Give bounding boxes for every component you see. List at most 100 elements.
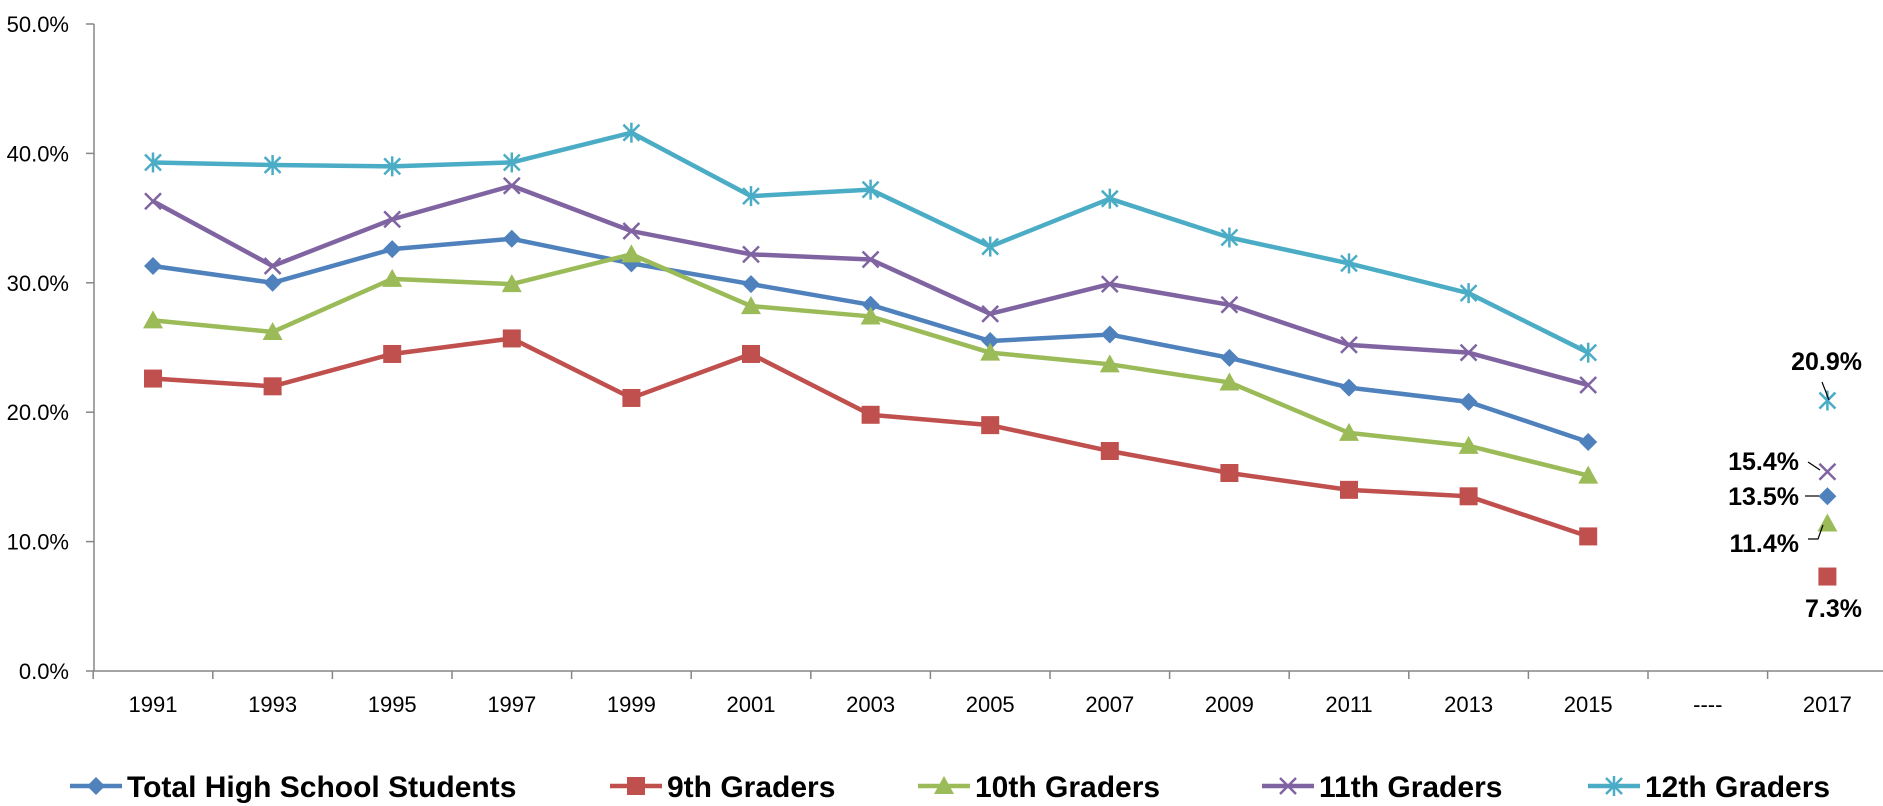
legend-marker [627,777,645,795]
data-point [263,155,282,176]
x-tick-label: 1993 [248,692,297,717]
x-tick-label: 1991 [129,692,178,717]
x-tick-label: 2005 [966,692,1015,717]
data-point [1100,442,1119,461]
data-point [1220,295,1239,314]
end-marker [1818,390,1837,411]
data-point [622,388,641,407]
data-point [1459,283,1478,304]
data-point [1578,465,1599,484]
series-lines [143,122,1599,546]
x-tick-label: 2003 [846,692,895,717]
data-point [143,310,163,329]
legend-label: 9th Graders [667,771,835,804]
data-point [1459,487,1478,506]
series-line [152,252,1589,478]
data-point [1220,227,1239,248]
data-point [981,304,1000,323]
end-point-2017: 15.4% [1728,448,1837,481]
data-point [502,176,521,195]
x-tick-label: 2013 [1444,692,1493,717]
data-point [502,229,521,248]
data-point [1459,392,1478,411]
x-tick-label: ---- [1693,692,1722,717]
data-point [981,236,1000,257]
x-axis-ticks: 1991 1993 1995 1997 1999 2001 2003 2005 2007 2009… [92,671,1852,717]
x-tick-label: 1995 [368,692,417,717]
data-point [1100,275,1119,293]
end-markers-2017: 13.5% 7.3% 11.4% 15.4% 20.9% [1728,348,1862,623]
series-4 [144,122,1598,363]
data-point [383,240,402,259]
legend-marker [1605,776,1623,796]
data-point [1219,372,1240,391]
data-point [1100,188,1119,209]
data-point [383,156,402,177]
data-point [1340,253,1358,274]
legend-item: 10th Graders [918,771,1160,804]
leader-line [1808,524,1824,540]
x-tick-label: 2011 [1325,692,1372,717]
data-point [742,186,760,207]
end-value-label: 13.5% [1728,483,1799,511]
end-marker [1818,567,1837,586]
end-point-2017: 7.3% [1805,567,1862,623]
x-tick-label: 1999 [607,692,656,717]
data-point [1099,354,1120,373]
data-point [622,222,641,240]
data-point [1340,480,1358,499]
data-point [741,296,761,315]
legend-item: 11th Graders [1262,771,1502,804]
data-point [860,306,881,325]
data-point [981,332,1000,351]
data-point [1340,336,1358,354]
y-tick-label: 40.0% [7,141,69,166]
data-point [742,275,760,294]
data-point [861,179,880,200]
data-point [621,244,642,263]
data-point [1579,342,1598,363]
data-point [144,152,162,173]
data-point [861,250,880,269]
series-0 [144,229,1598,451]
data-point [1340,378,1358,397]
x-tick-label: 2009 [1205,692,1254,717]
legend: Total High School Students 9th Graders 10t… [70,771,1830,804]
end-value-label: 7.3% [1805,595,1862,623]
legend-label: 11th Graders [1319,771,1502,804]
axes [93,24,1883,672]
data-point [502,152,521,173]
legend-label: Total High School Students [127,771,516,804]
data-point [144,192,162,211]
data-point [981,416,1000,435]
data-point [742,344,760,363]
end-point-2017: 20.9% [1791,348,1862,411]
legend-label: 10th Graders [975,771,1160,804]
data-point [502,329,521,348]
end-marker [1818,487,1837,506]
data-point [382,268,403,287]
x-tick-label: 2007 [1085,692,1134,717]
x-tick-label: 1997 [487,692,536,717]
y-tick-label: 20.0% [7,400,69,425]
end-marker [1818,462,1837,481]
end-marker [1817,513,1838,532]
y-tick-label: 10.0% [7,530,69,555]
x-tick-label: 2015 [1564,692,1613,717]
data-point [501,274,522,293]
data-point [622,122,641,143]
data-point [263,273,282,292]
end-value-label: 20.9% [1791,348,1862,376]
data-point [1579,376,1598,394]
data-point [1458,435,1479,454]
series-3 [144,176,1598,394]
data-point [1459,343,1478,362]
data-point [1579,432,1598,451]
data-point [383,344,402,363]
series-2 [143,244,1599,484]
series-1 [144,329,1598,546]
legend-marker [1279,777,1297,795]
end-value-label: 15.4% [1728,448,1799,476]
data-point [980,342,1001,361]
data-point [1220,348,1239,367]
